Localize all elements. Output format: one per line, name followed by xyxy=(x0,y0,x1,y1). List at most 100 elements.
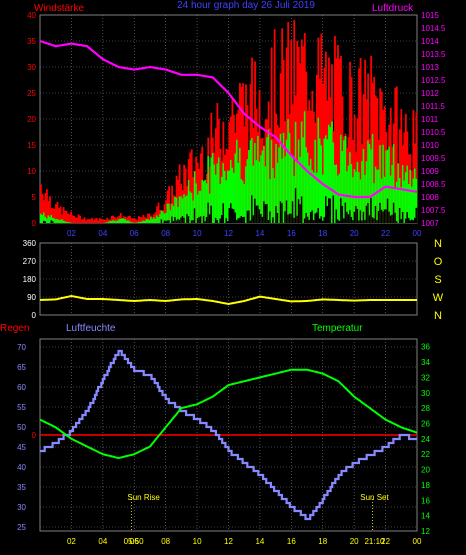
wind-gust-bar xyxy=(91,217,94,223)
wind-avg-bar xyxy=(251,137,253,223)
wind-min-bar xyxy=(231,208,234,223)
wind-gust-bar xyxy=(374,95,377,223)
wind-min-bar xyxy=(311,210,314,223)
wind-avg-bar xyxy=(64,221,66,223)
wind-avg-bar xyxy=(113,220,116,223)
wind-avg-bar xyxy=(270,139,273,223)
wind-avg-bar xyxy=(177,206,180,223)
wind-avg-bar xyxy=(142,220,145,223)
wind-avg-bar xyxy=(236,139,238,223)
wind-gust-bar xyxy=(178,164,181,223)
wind-min-bar xyxy=(287,214,290,223)
wind-avg-bar xyxy=(334,164,336,223)
wind-min-bar xyxy=(296,215,299,223)
wind-time-tick-label: 14 xyxy=(255,229,264,238)
wind-avg-bar xyxy=(233,172,235,223)
wind-avg-bar xyxy=(341,151,344,223)
wind-gust-bar xyxy=(53,208,56,223)
wind-avg-bar xyxy=(248,150,250,223)
wind-avg-bar xyxy=(210,157,213,223)
direction-tick-label: 360 xyxy=(23,239,37,248)
wind-gust-bar xyxy=(389,107,392,223)
wind-min-bar xyxy=(175,220,178,223)
wind-min-bar xyxy=(303,218,306,223)
wind-avg-bar xyxy=(389,175,392,223)
wind-avg-bar xyxy=(193,171,196,223)
climate-time-tick-label: 16 xyxy=(287,537,296,546)
wind-gust-bar xyxy=(94,218,97,223)
wind-min-bar xyxy=(340,198,342,223)
wind-min-bar xyxy=(236,219,238,223)
wind-min-bar xyxy=(356,208,359,223)
climate-time-tick-label: 04 xyxy=(98,537,107,546)
wind-avg-bar xyxy=(168,203,170,223)
wind-min-bar xyxy=(300,196,303,223)
wind-avg-bar xyxy=(220,176,223,223)
wind-avg-bar xyxy=(107,221,110,223)
wind-avg-bar xyxy=(153,217,155,223)
wind-min-bar xyxy=(198,217,201,223)
wind-min-bar xyxy=(243,216,246,223)
wind-min-bar xyxy=(359,210,362,223)
wind-min-bar xyxy=(407,217,410,223)
wind-gust-bar xyxy=(305,71,308,223)
wind-avg-bar xyxy=(151,219,154,223)
wind-avg-bar xyxy=(287,119,290,223)
wind-min-bar xyxy=(190,220,193,223)
pressure-tick-label: 1012 xyxy=(421,89,439,98)
wind-avg-bar xyxy=(352,177,354,223)
wind-avg-bar xyxy=(41,214,44,223)
humidity-tick-label: 40 xyxy=(17,463,26,472)
chart-date-title: 24 hour graph day 26 Juli 2019 xyxy=(177,0,315,11)
climate-time-tick-label: 00 xyxy=(413,537,422,546)
wind-avg-bar xyxy=(315,172,318,223)
wind-avg-bar xyxy=(199,190,202,223)
wind-gust-bar xyxy=(92,220,95,223)
wind-min-bar xyxy=(275,206,278,223)
wind-min-bar xyxy=(308,220,311,223)
humidity-tick-label: 70 xyxy=(17,343,26,352)
wind-min-bar xyxy=(318,218,321,223)
wind-min-bar xyxy=(410,219,413,223)
wind-min-bar xyxy=(208,214,211,223)
wind-time-tick-label: 20 xyxy=(350,229,359,238)
wind-min-bar xyxy=(174,217,177,223)
wind-min-bar xyxy=(257,205,259,223)
wind-min-bar xyxy=(246,210,249,223)
wind-min-bar xyxy=(368,215,371,223)
humidity-tick-label: 60 xyxy=(17,383,26,392)
wind-avg-bar xyxy=(118,219,121,223)
wind-time-tick-label: 16 xyxy=(287,229,296,238)
pressure-tick-label: 1014.5 xyxy=(421,24,446,33)
wind-min-bar xyxy=(202,215,205,223)
wind-avg-bar xyxy=(196,194,199,223)
wind-gust-bar xyxy=(412,110,415,223)
wind-min-bar xyxy=(380,209,383,223)
wind-gust-bar xyxy=(302,46,305,223)
wind-gust-bar xyxy=(183,164,186,223)
pressure-tick-label: 1007 xyxy=(421,219,439,228)
wind-min-bar xyxy=(210,205,213,223)
pressure-tick-label: 1011.5 xyxy=(421,102,445,111)
wind-min-bar xyxy=(192,220,195,223)
wind-avg-bar xyxy=(356,161,359,223)
wind-avg-bar xyxy=(178,196,181,223)
sunset-label: Sun Set xyxy=(360,493,389,502)
humidity-tick-label: 65 xyxy=(17,363,26,372)
wind-min-bar xyxy=(261,216,264,223)
wind-avg-bar xyxy=(163,213,166,223)
wind-avg-bar xyxy=(56,219,59,223)
wind-gust-bar xyxy=(74,217,77,223)
wind-min-bar xyxy=(315,212,318,223)
wind-min-bar xyxy=(335,209,338,223)
wind-gust-bar xyxy=(353,115,356,223)
wind-avg-bar xyxy=(127,220,130,223)
rain-label: Regen xyxy=(0,323,29,334)
wind-min-bar xyxy=(222,203,225,223)
pressure-tick-label: 1008 xyxy=(421,193,439,202)
wind-gust-bar xyxy=(119,213,122,223)
wind-min-bar xyxy=(338,220,341,223)
wind-avg-bar xyxy=(136,222,139,223)
wind-avg-bar xyxy=(53,218,56,223)
wind-gust-bar xyxy=(52,208,54,223)
